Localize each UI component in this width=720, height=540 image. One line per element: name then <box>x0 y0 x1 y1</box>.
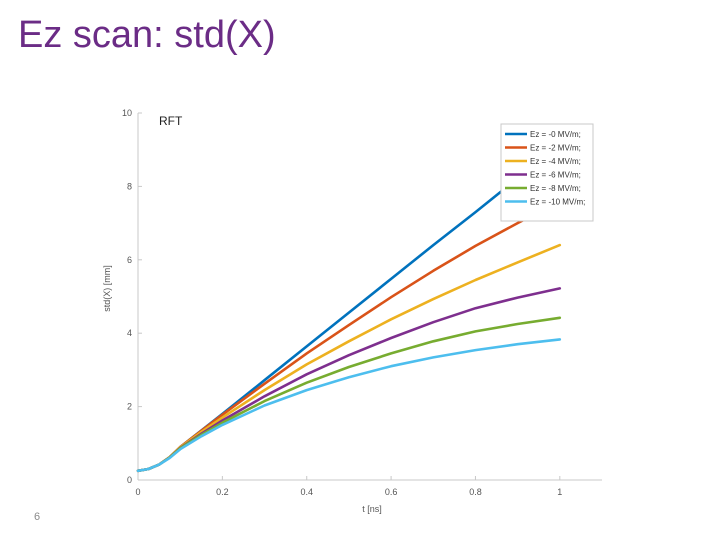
x-tick-label: 0.8 <box>469 487 482 497</box>
legend: Ez = -0 MV/m; Ez = -2 MV/m; Ez = -4 MV/m; E… <box>500 123 594 222</box>
x-tick-label: 0.2 <box>216 487 229 497</box>
series-line-0 <box>136 142 562 473</box>
legend-box <box>500 123 594 222</box>
y-tick-label: 8 <box>127 181 132 191</box>
y-tick-label: 2 <box>127 402 132 412</box>
series-line-1 <box>136 199 562 473</box>
legend-entry: Ez = -8 MV/m; <box>530 184 581 193</box>
x-tick-label: 0.4 <box>300 487 313 497</box>
x-tick-label: 0 <box>135 487 140 497</box>
y-tick-label: 10 <box>122 108 132 118</box>
legend-entry: Ez = -10 MV/m; <box>530 198 585 207</box>
y-axis-label: std(X) [mm] <box>102 265 112 312</box>
x-tick-label: 0.6 <box>385 487 398 497</box>
page-number: 6 <box>34 511 41 523</box>
series-line-3 <box>136 287 562 473</box>
series-line-5 <box>136 338 562 473</box>
legend-entry: Ez = -4 MV/m; <box>530 157 581 166</box>
y-tick-label: 0 <box>127 475 132 485</box>
x-axis-label: t [ns] <box>362 504 382 514</box>
chart-annotation: RFT <box>159 114 183 128</box>
y-tick-label: 4 <box>127 328 132 338</box>
legend-entry: Ez = -6 MV/m; <box>530 171 581 180</box>
y-tick-label: 6 <box>127 255 132 265</box>
slide-title: Ez scan: std(X) <box>18 14 276 56</box>
legend-entry: Ez = -2 MV/m; <box>530 144 581 153</box>
x-tick-label: 1 <box>557 487 562 497</box>
series-lines <box>136 142 562 473</box>
legend-entry: Ez = -0 MV/m; <box>530 130 581 139</box>
